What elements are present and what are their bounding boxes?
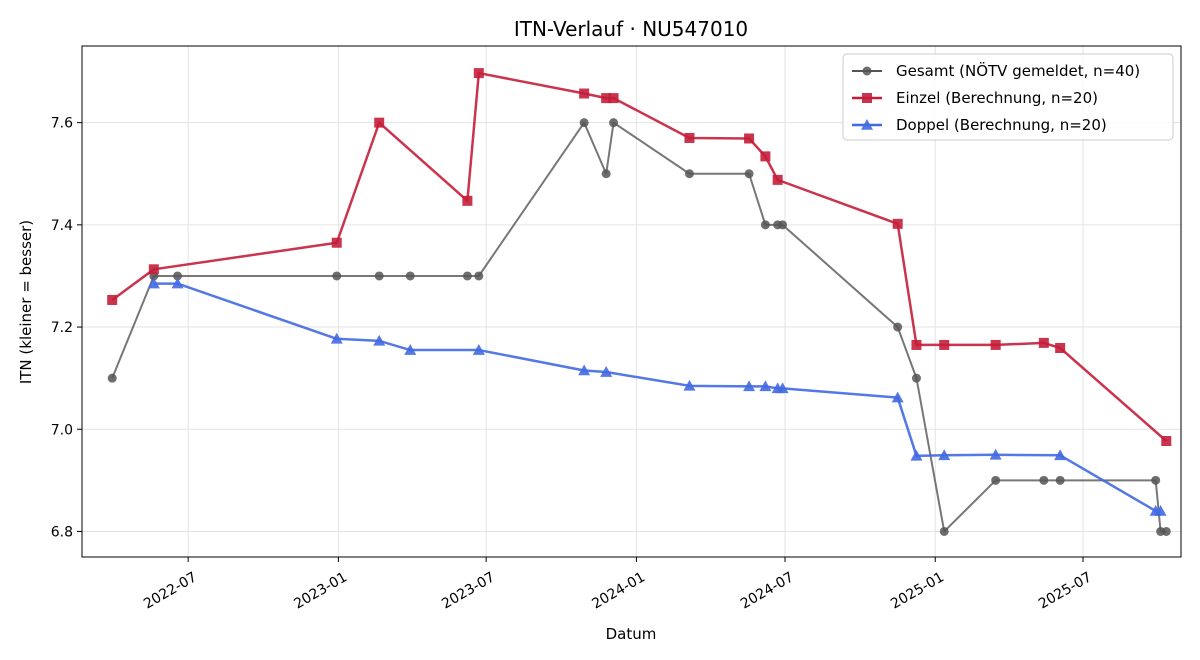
- data-point: [330, 332, 343, 344]
- data-point: [1039, 475, 1049, 485]
- data-point: [910, 449, 923, 461]
- y-tick-label: 7.4: [51, 218, 73, 234]
- series-circle: [107, 118, 1171, 536]
- data-point: [578, 364, 591, 376]
- y-tick-label: 7.6: [51, 116, 73, 132]
- y-tick-label: 7.0: [51, 422, 73, 438]
- series-line: [153, 282, 1161, 513]
- data-point: [147, 277, 160, 289]
- data-point: [1161, 436, 1172, 447]
- data-point: [1161, 526, 1171, 536]
- series-triangle: [147, 277, 1167, 516]
- legend-item: Einzel (Berechnung, n=20): [852, 89, 1098, 107]
- legend-marker: [862, 66, 872, 76]
- data-point: [760, 151, 771, 162]
- data-point: [107, 373, 117, 383]
- data-point: [601, 93, 612, 104]
- data-point: [891, 391, 904, 403]
- legend-label: Doppel (Berechnung, n=20): [896, 116, 1107, 134]
- data-point: [462, 271, 472, 281]
- data-point: [331, 237, 342, 248]
- data-point: [939, 339, 950, 350]
- data-point: [373, 334, 386, 346]
- data-point: [473, 68, 484, 79]
- data-point: [608, 93, 619, 104]
- x-axis-label: Datum: [606, 625, 657, 643]
- data-point: [893, 322, 903, 332]
- y-tick-label: 7.2: [51, 320, 73, 336]
- data-point: [989, 448, 1002, 460]
- y-tick-label: 6.8: [51, 524, 73, 540]
- data-point: [474, 271, 484, 281]
- x-tick-label: 2024-01: [589, 569, 648, 612]
- data-point: [1038, 337, 1049, 348]
- data-point: [990, 339, 1001, 350]
- x-tick-label: 2023-07: [439, 569, 498, 612]
- data-point: [374, 271, 384, 281]
- data-point: [759, 380, 772, 392]
- data-point: [776, 382, 789, 394]
- legend-marker: [862, 93, 872, 103]
- data-point: [778, 220, 788, 230]
- data-point: [1054, 449, 1067, 461]
- data-point: [462, 195, 473, 206]
- legend-label: Einzel (Berechnung, n=20): [896, 89, 1098, 107]
- data-point: [911, 373, 921, 383]
- data-point: [1055, 343, 1066, 354]
- data-point: [404, 344, 417, 355]
- data-point: [107, 294, 118, 305]
- data-point: [744, 169, 754, 179]
- data-point: [601, 169, 611, 179]
- data-point: [684, 132, 695, 143]
- legend-box: [842, 53, 1174, 141]
- data-point: [579, 118, 589, 128]
- legend: Gesamt (NÖTV gemeldet, n=40) Einzel (Bere…: [842, 53, 1174, 141]
- data-point: [579, 88, 590, 99]
- legend-marker: [861, 119, 873, 130]
- series-line: [111, 71, 1168, 442]
- data-point: [405, 271, 415, 281]
- x-tick-label: 2022-07: [141, 569, 200, 612]
- series-square: [107, 68, 1172, 447]
- data-point: [1151, 475, 1161, 485]
- data-point: [938, 449, 951, 461]
- data-point: [600, 366, 613, 377]
- data-point: [148, 264, 159, 275]
- data-point: [743, 380, 756, 392]
- x-tick-label: 2024-07: [738, 569, 797, 612]
- data-point: [772, 174, 783, 185]
- axis-ticks: 2022-07 2023-01 2023-07 2024-01 2024-07 2025-…: [51, 116, 1095, 613]
- plot-frame: [81, 45, 1182, 558]
- data-point: [1154, 505, 1167, 516]
- data-point: [911, 339, 922, 350]
- series-layer: [107, 68, 1172, 536]
- x-tick-label: 2023-01: [291, 569, 350, 612]
- y-axis-label: ITN (kleiner = besser): [17, 220, 35, 384]
- data-point: [173, 271, 183, 281]
- data-point: [171, 277, 184, 289]
- legend-label: Gesamt (NÖTV gemeldet, n=40): [896, 61, 1140, 80]
- data-point: [374, 117, 385, 128]
- data-point: [892, 218, 903, 229]
- data-point: [683, 379, 696, 391]
- data-point: [991, 475, 1001, 485]
- data-point: [684, 169, 694, 179]
- x-tick-label: 2025-07: [1036, 569, 1095, 612]
- legend-item: Gesamt (NÖTV gemeldet, n=40): [852, 61, 1140, 80]
- data-point: [939, 526, 949, 536]
- data-point: [760, 220, 770, 230]
- chart-title: ITN-Verlauf · NU547010: [514, 17, 748, 41]
- data-point: [1055, 475, 1065, 485]
- data-point: [332, 271, 342, 281]
- legend-item: Doppel (Berechnung, n=20): [852, 116, 1107, 134]
- x-tick-label: 2025-01: [888, 569, 947, 612]
- data-point: [744, 133, 755, 144]
- data-point: [609, 118, 619, 128]
- data-point: [472, 344, 485, 355]
